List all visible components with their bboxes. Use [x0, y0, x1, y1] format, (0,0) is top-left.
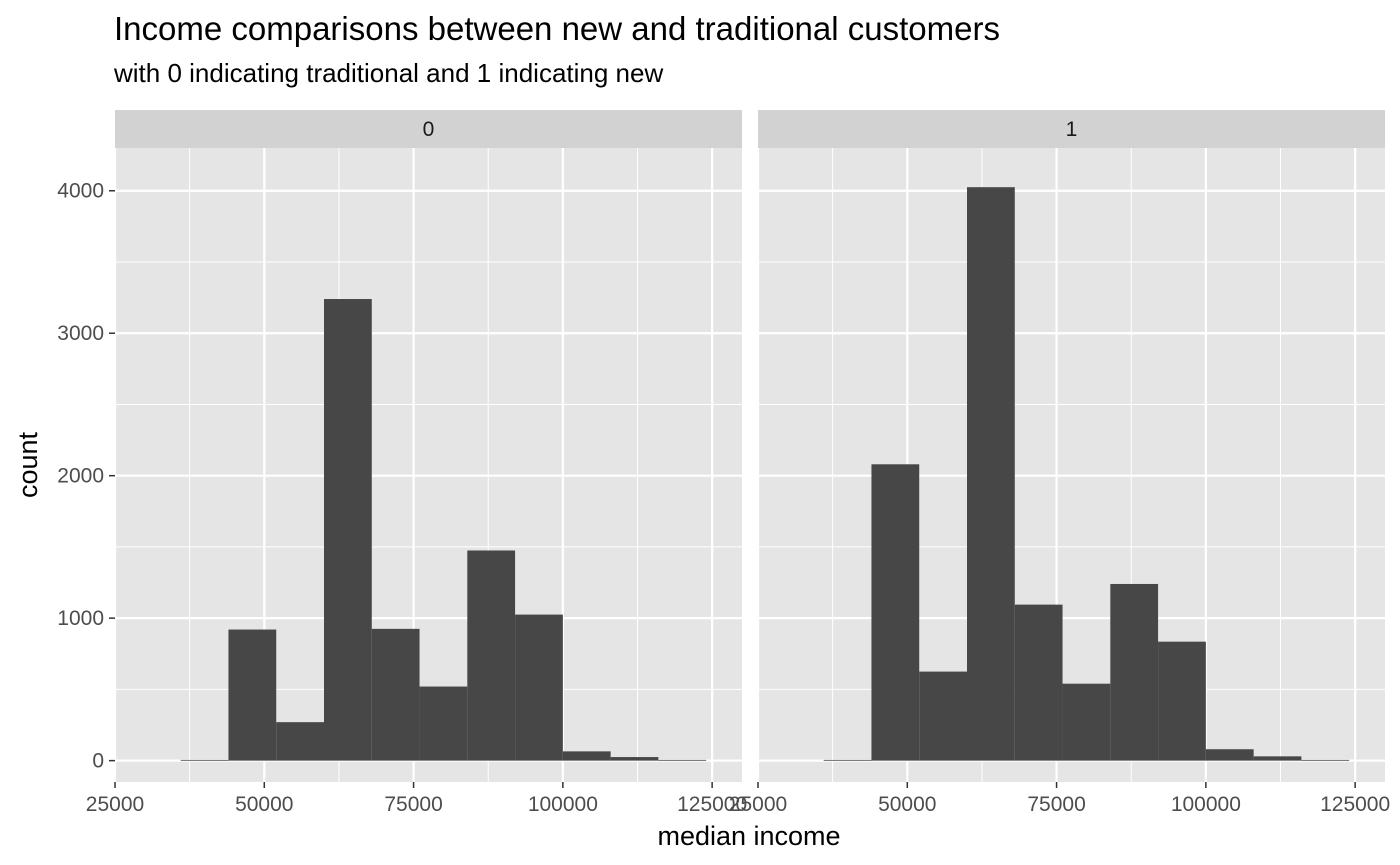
- histogram-bar: [967, 187, 1015, 761]
- x-axis-title: median income: [657, 821, 840, 851]
- x-tick-label: 100000: [1171, 793, 1241, 816]
- facet-strip: [115, 110, 742, 148]
- histogram-bar: [180, 759, 229, 761]
- histogram-bar: [823, 759, 872, 761]
- histogram-bar: [276, 722, 324, 761]
- histogram-bar: [610, 757, 659, 761]
- facet-strip-label: 1: [1066, 118, 1078, 141]
- facet-strip: [758, 110, 1385, 148]
- histogram-bar: [919, 671, 967, 761]
- x-tick-label: 125000: [1320, 793, 1390, 816]
- histogram-bar: [1110, 583, 1159, 761]
- histogram-bar: [515, 614, 563, 761]
- chart-subtitle: with 0 indicating traditional and 1 indi…: [113, 58, 663, 88]
- histogram-bar: [658, 759, 707, 761]
- histogram-bar: [324, 299, 372, 761]
- facet-panel-0: 0 25000 50000 75000 100000 125000 0 1000 2000 300…: [57, 110, 747, 816]
- histogram-bar: [1158, 641, 1206, 761]
- y-axis-title: count: [13, 431, 43, 498]
- histogram-bar: [562, 751, 611, 761]
- x-tick-label: 50000: [235, 793, 293, 816]
- histogram-bar: [228, 629, 277, 761]
- x-tick-label: 50000: [878, 793, 936, 816]
- histogram-bar: [1301, 759, 1350, 761]
- histogram-bar: [371, 628, 420, 761]
- facet-strip-label: 0: [423, 118, 435, 141]
- histogram-bar: [467, 550, 516, 761]
- x-tick-label: 75000: [384, 793, 442, 816]
- histogram-bar: [1062, 683, 1111, 761]
- y-tick-label: 0: [92, 750, 104, 773]
- histogram-bar: [419, 686, 468, 761]
- x-tick-label: 100000: [528, 793, 598, 816]
- y-tick-label: 1000: [57, 607, 104, 630]
- x-tick-label: 25000: [729, 793, 787, 816]
- x-tick-label: 125000: [677, 793, 747, 816]
- y-tick-label: 2000: [57, 465, 104, 488]
- histogram-bar: [1205, 749, 1254, 761]
- x-tick-label: 75000: [1027, 793, 1085, 816]
- facet-panel-1: 125000 50000 75000 100000 125000: [729, 110, 1390, 816]
- y-tick-label: 3000: [57, 322, 104, 345]
- histogram-bar: [871, 464, 920, 761]
- x-tick-label: 25000: [86, 793, 144, 816]
- chart-title: Income comparisons between new and tradi…: [114, 10, 1000, 47]
- y-tick-label: 4000: [57, 180, 104, 203]
- histogram-bar: [1014, 604, 1063, 761]
- histogram-bar: [1253, 756, 1302, 761]
